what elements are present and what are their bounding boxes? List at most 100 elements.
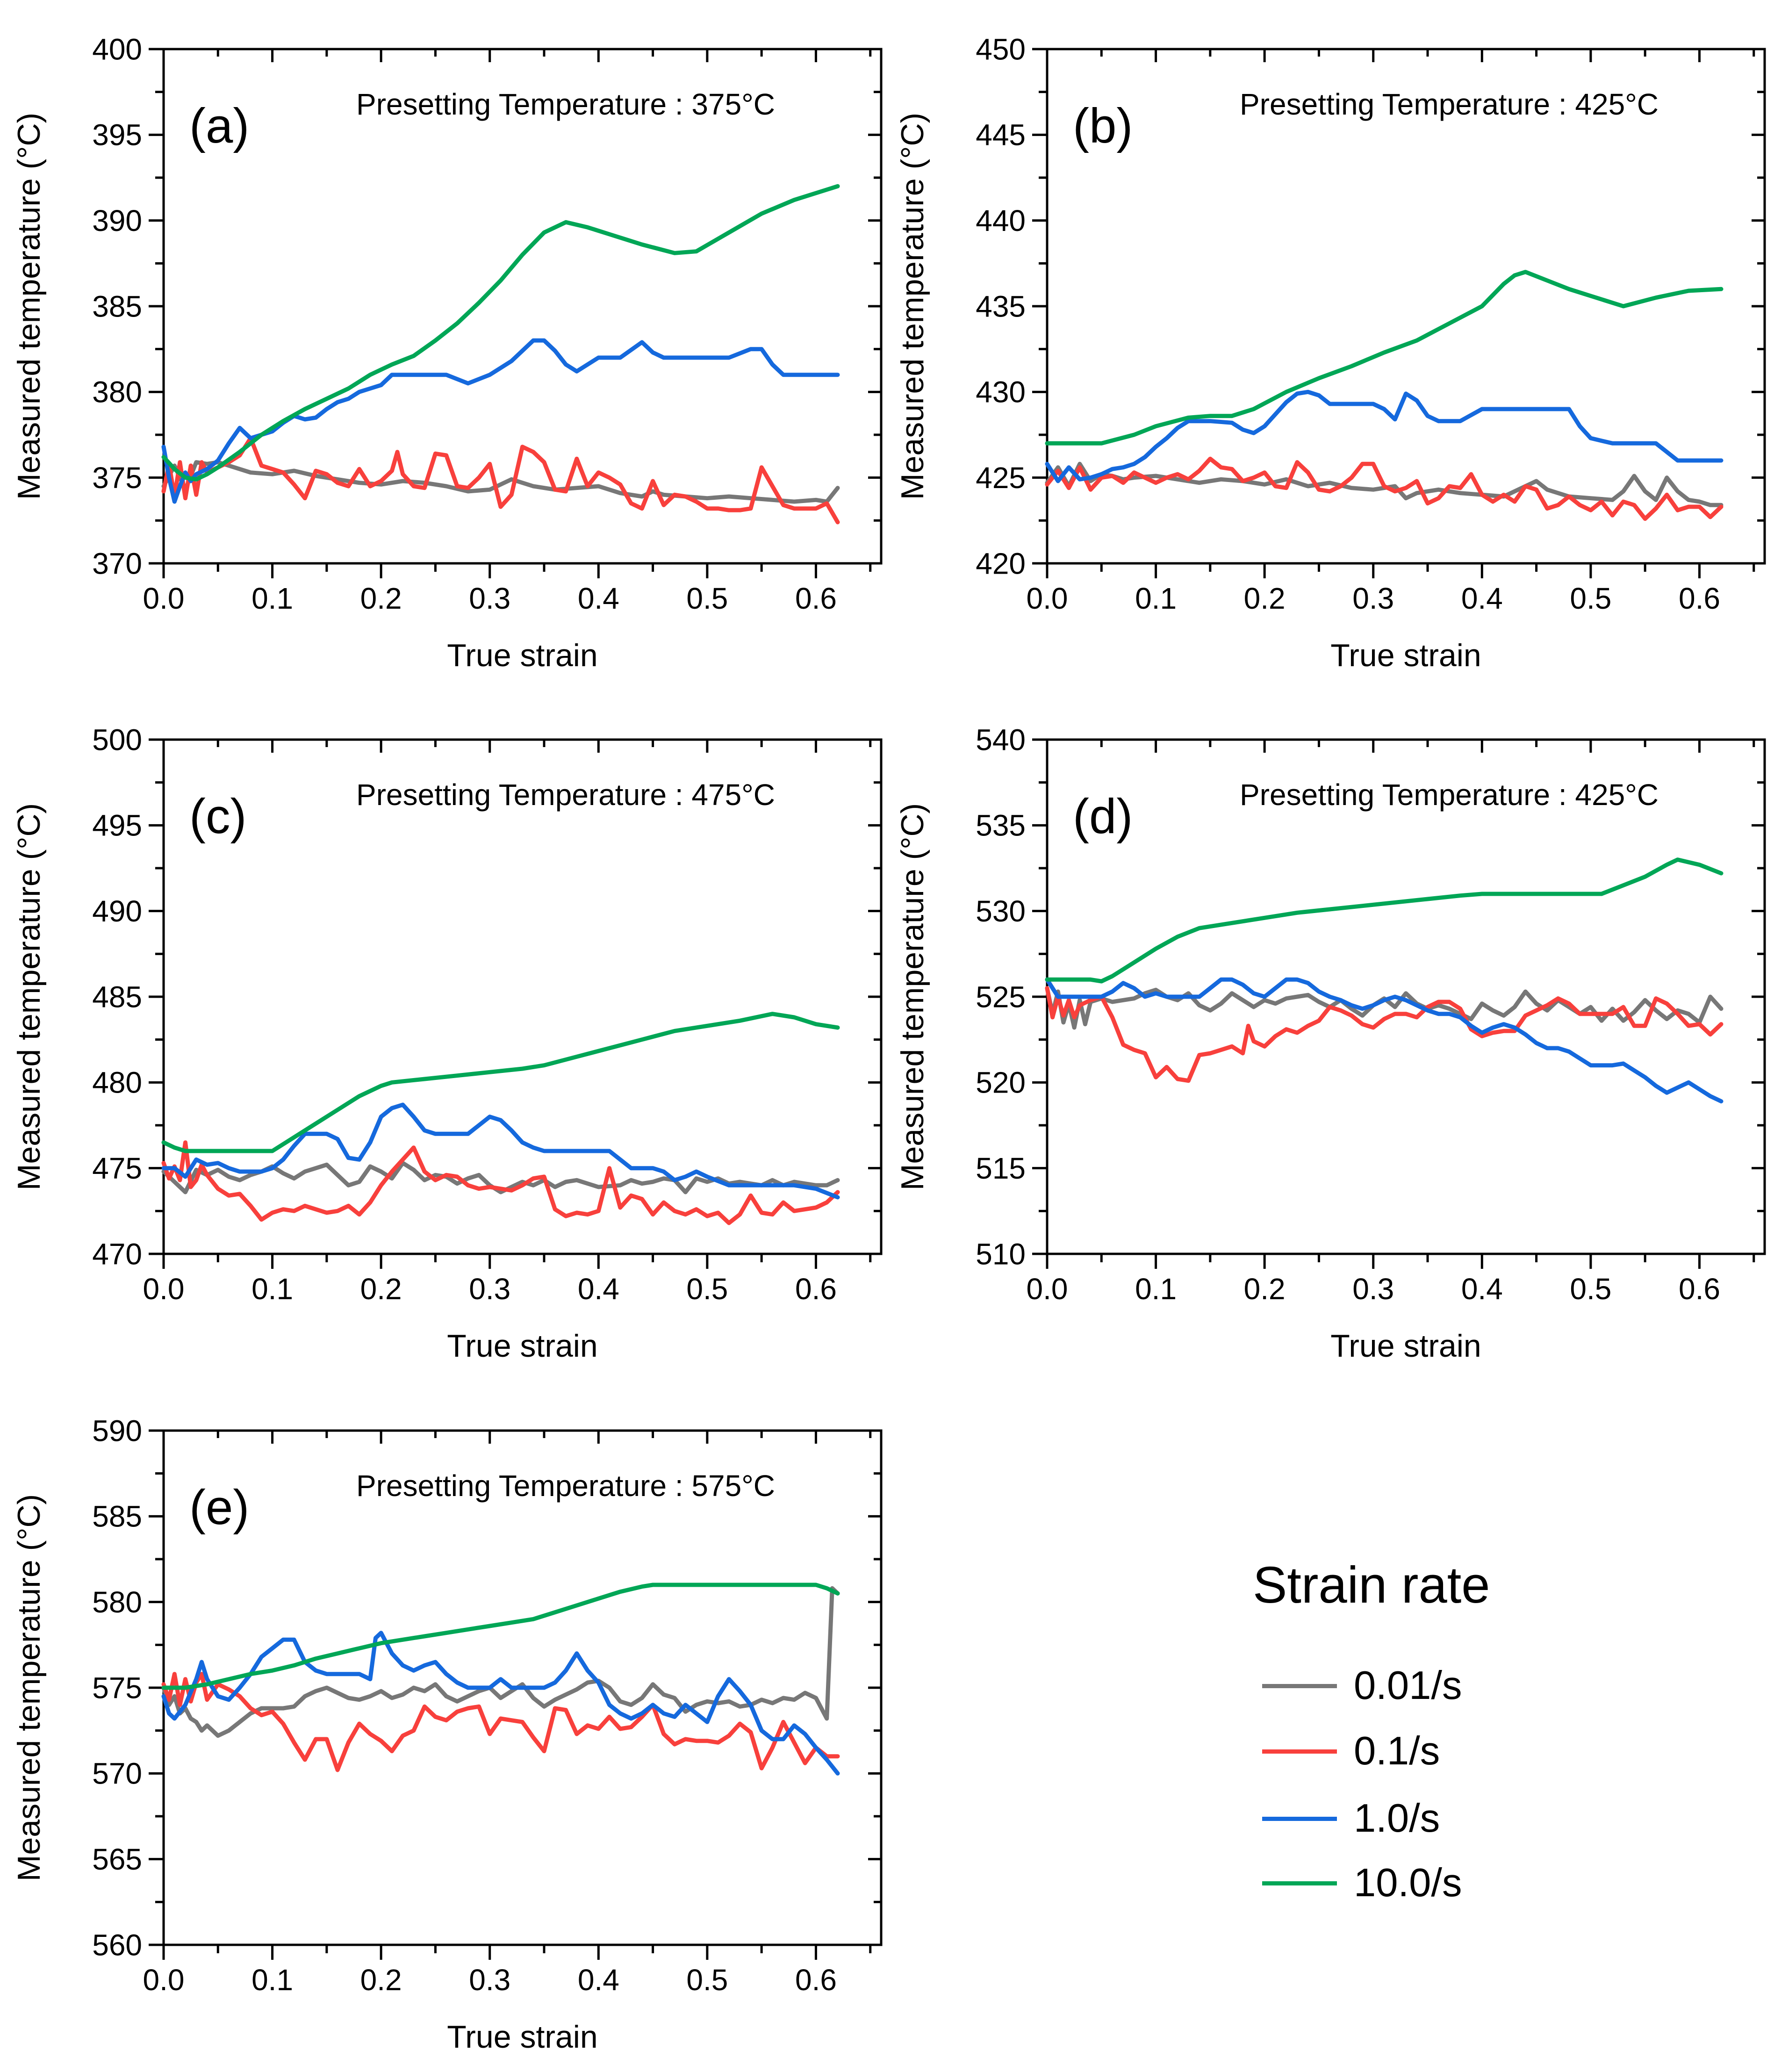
panel-letter: (b) bbox=[1073, 99, 1133, 153]
y-tick-label: 385 bbox=[92, 289, 142, 323]
y-tick-label: 590 bbox=[92, 1414, 142, 1447]
x-tick-label: 0.2 bbox=[360, 1963, 402, 1997]
x-tick-label: 0.0 bbox=[1027, 582, 1068, 615]
series-line-10.0/s bbox=[161, 1012, 840, 1153]
legend-swatch-blue bbox=[1262, 1816, 1337, 1821]
x-tick-label: 0.5 bbox=[1570, 1272, 1611, 1306]
y-tick-label: 585 bbox=[92, 1500, 142, 1533]
x-tick-label: 0.6 bbox=[795, 582, 837, 615]
series-line-10.0/s bbox=[1045, 857, 1724, 984]
y-tick-label: 430 bbox=[976, 375, 1026, 409]
panel-title: Presetting Temperature : 425°C bbox=[1240, 87, 1659, 121]
y-tick-label: 445 bbox=[976, 118, 1026, 152]
x-tick-label: 0.0 bbox=[143, 1272, 185, 1306]
y-tick-label: 500 bbox=[92, 723, 142, 756]
series-line-0.1/s bbox=[1045, 456, 1724, 521]
series-line-0.01/s bbox=[161, 460, 840, 504]
x-tick-label: 0.6 bbox=[795, 1272, 837, 1306]
x-tick-label: 0.3 bbox=[1352, 1272, 1394, 1306]
y-tick-label: 370 bbox=[92, 547, 142, 580]
x-tick-label: 0.4 bbox=[578, 582, 619, 615]
y-tick-label: 530 bbox=[976, 894, 1026, 928]
x-tick-label: 0.0 bbox=[143, 582, 185, 615]
legend-swatch-red bbox=[1262, 1749, 1337, 1754]
panel-title: Presetting Temperature : 475°C bbox=[356, 778, 775, 812]
plot-frame bbox=[162, 738, 883, 1255]
series-line-10.0/s bbox=[161, 184, 840, 482]
y-tick-label: 535 bbox=[976, 809, 1026, 842]
x-axis-title: True strain bbox=[447, 2019, 597, 2055]
x-tick-label: 0.3 bbox=[1352, 582, 1394, 615]
x-tick-label: 0.3 bbox=[469, 1272, 510, 1306]
panel-c: 0.0 0.1 0.2 0.3 0.4 0.5 0.6 470 475 480 485 490 495 5… bbox=[0, 691, 884, 1381]
x-axis-title: True strain bbox=[447, 638, 597, 673]
x-axis-title: True strain bbox=[447, 1328, 597, 1364]
x-tick-label: 0.6 bbox=[1679, 1272, 1720, 1306]
y-tick-label: 570 bbox=[92, 1757, 142, 1791]
series-line-1.0/s bbox=[161, 1102, 840, 1200]
x-tick-label: 0.1 bbox=[251, 1963, 293, 1997]
y-tick-label: 510 bbox=[976, 1237, 1026, 1271]
y-tick-label: 470 bbox=[92, 1237, 142, 1271]
series-line-0.1/s bbox=[161, 1140, 840, 1225]
y-tick-label: 380 bbox=[92, 375, 142, 409]
x-tick-label: 0.2 bbox=[360, 582, 402, 615]
y-tick-label: 490 bbox=[92, 894, 142, 928]
panel-a: 0.0 0.1 0.2 0.3 0.4 0.5 0.6 370 375 380 385 390 395 4… bbox=[0, 0, 884, 691]
x-tick-label: 0.4 bbox=[1461, 1272, 1503, 1306]
panel-title: Presetting Temperature : 375°C bbox=[356, 87, 775, 121]
x-tick-label: 0.5 bbox=[686, 1963, 728, 1997]
panel-d: 0.0 0.1 0.2 0.3 0.4 0.5 0.6 510 515 520 525 530 535 5… bbox=[884, 691, 1767, 1381]
legend: Strain rate 0.01/s 0.1/s 1.0/s 10.0/s bbox=[1215, 1547, 1730, 1968]
series-line-10.0/s bbox=[161, 1583, 840, 1690]
x-axis-title: True strain bbox=[1330, 638, 1481, 673]
y-tick-label: 485 bbox=[92, 980, 142, 1014]
y-tick-label: 495 bbox=[92, 809, 142, 842]
panel-b: 0.0 0.1 0.2 0.3 0.4 0.5 0.6 420 425 430 435 440 445 4… bbox=[884, 0, 1767, 691]
y-tick-label: 560 bbox=[92, 1928, 142, 1962]
x-tick-label: 0.3 bbox=[469, 1963, 510, 1997]
panel-title: Presetting Temperature : 575°C bbox=[356, 1469, 775, 1503]
x-tick-label: 0.2 bbox=[1244, 582, 1286, 615]
y-tick-label: 540 bbox=[976, 723, 1026, 756]
y-axis-title: Measured temperature (°C) bbox=[11, 113, 47, 500]
legend-entry-0.01s: 0.01/s bbox=[1262, 1663, 1462, 1708]
y-tick-label: 575 bbox=[92, 1671, 142, 1705]
legend-entry-1.0s: 1.0/s bbox=[1262, 1796, 1440, 1841]
y-axis-title: Measured temperature (°C) bbox=[11, 803, 47, 1190]
x-tick-label: 0.4 bbox=[1461, 582, 1503, 615]
series-line-1.0/s bbox=[1045, 977, 1724, 1104]
y-tick-label: 450 bbox=[976, 32, 1026, 66]
panel-letter: (d) bbox=[1073, 789, 1133, 844]
y-tick-label: 375 bbox=[92, 461, 142, 495]
x-tick-label: 0.0 bbox=[1027, 1272, 1068, 1306]
y-tick-label: 520 bbox=[976, 1066, 1026, 1100]
y-tick-label: 515 bbox=[976, 1151, 1026, 1185]
x-tick-label: 0.1 bbox=[1135, 582, 1177, 615]
x-tick-label: 0.0 bbox=[143, 1963, 185, 1997]
x-tick-label: 0.6 bbox=[795, 1963, 837, 1997]
x-tick-label: 0.2 bbox=[360, 1272, 402, 1306]
legend-title: Strain rate bbox=[1253, 1556, 1490, 1614]
legend-entry-0.1s: 0.1/s bbox=[1262, 1729, 1440, 1773]
y-axis-title: Measured temperature (°C) bbox=[11, 1494, 47, 1881]
legend-swatch-green bbox=[1262, 1881, 1337, 1885]
y-tick-label: 420 bbox=[976, 547, 1026, 580]
legend-label: 0.01/s bbox=[1354, 1663, 1462, 1708]
x-tick-label: 0.1 bbox=[1135, 1272, 1177, 1306]
y-tick-label: 435 bbox=[976, 289, 1026, 323]
series-line-0.01/s bbox=[1045, 461, 1724, 507]
series-line-0.1/s bbox=[161, 436, 840, 525]
series-line-1.0/s bbox=[161, 1631, 840, 1776]
x-tick-label: 0.4 bbox=[578, 1272, 619, 1306]
y-tick-label: 480 bbox=[92, 1066, 142, 1100]
y-axis-title: Measured temperature (°C) bbox=[895, 803, 930, 1190]
series-line-0.01/s bbox=[1045, 986, 1724, 1030]
legend-label: 1.0/s bbox=[1354, 1796, 1440, 1841]
y-tick-label: 440 bbox=[976, 204, 1026, 237]
x-tick-label: 0.5 bbox=[686, 582, 728, 615]
x-tick-label: 0.3 bbox=[469, 582, 510, 615]
x-tick-label: 0.1 bbox=[251, 582, 293, 615]
series-line-0.1/s bbox=[161, 1672, 840, 1772]
